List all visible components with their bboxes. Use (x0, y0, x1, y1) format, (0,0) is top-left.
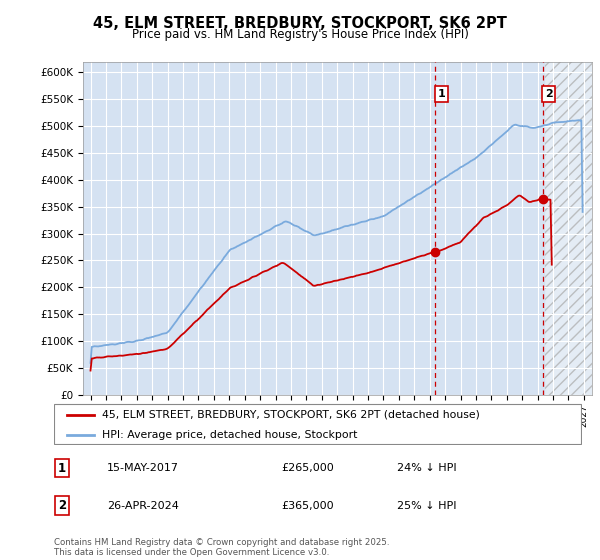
Text: 1: 1 (438, 89, 445, 99)
Text: £365,000: £365,000 (281, 501, 334, 511)
Text: Contains HM Land Registry data © Crown copyright and database right 2025.
This d: Contains HM Land Registry data © Crown c… (54, 538, 389, 557)
Text: 24% ↓ HPI: 24% ↓ HPI (397, 463, 457, 473)
Text: 2: 2 (545, 89, 553, 99)
Text: 26-APR-2024: 26-APR-2024 (107, 501, 179, 511)
Bar (545, 62, 592, 395)
Text: £265,000: £265,000 (281, 463, 334, 473)
Text: 1: 1 (58, 461, 66, 474)
Text: 25% ↓ HPI: 25% ↓ HPI (397, 501, 457, 511)
Text: 2: 2 (58, 499, 66, 512)
Text: Price paid vs. HM Land Registry's House Price Index (HPI): Price paid vs. HM Land Registry's House … (131, 28, 469, 41)
Text: HPI: Average price, detached house, Stockport: HPI: Average price, detached house, Stoc… (101, 430, 357, 440)
Text: 45, ELM STREET, BREDBURY, STOCKPORT, SK6 2PT (detached house): 45, ELM STREET, BREDBURY, STOCKPORT, SK6… (101, 409, 479, 419)
Text: 45, ELM STREET, BREDBURY, STOCKPORT, SK6 2PT: 45, ELM STREET, BREDBURY, STOCKPORT, SK6… (93, 16, 507, 31)
FancyBboxPatch shape (54, 404, 581, 445)
Bar (83, 62, 545, 395)
Text: 15-MAY-2017: 15-MAY-2017 (107, 463, 179, 473)
